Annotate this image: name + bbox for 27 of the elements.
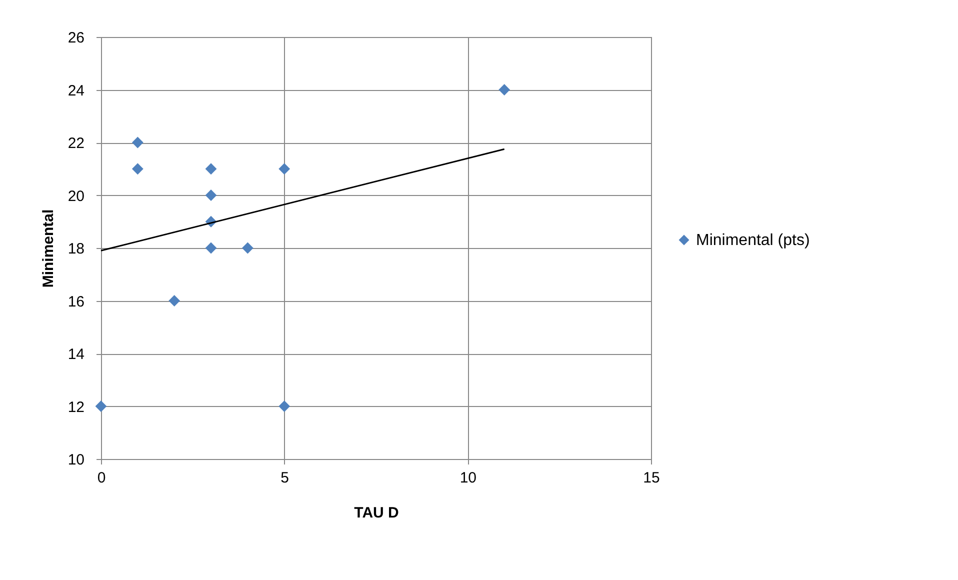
y-tick-label: 10: [68, 452, 84, 468]
x-tick-label: 5: [280, 470, 290, 486]
y-tick-label: 16: [68, 293, 84, 310]
point: [132, 163, 144, 175]
x-tick-label: 0: [97, 470, 106, 486]
point: [498, 84, 510, 96]
point: [278, 163, 290, 175]
x-axis-title: TAU D: [354, 504, 400, 522]
point: [168, 295, 180, 306]
point: [205, 190, 217, 201]
y-tick-label: 14: [68, 346, 84, 363]
legend-label: Minimental (pts): [696, 232, 810, 249]
point: [278, 400, 290, 412]
point: [95, 400, 107, 412]
point: [242, 242, 254, 254]
x-tick-label: 10: [460, 470, 477, 486]
x-tick-label: 15: [643, 470, 660, 486]
point: [205, 163, 217, 175]
point: [132, 136, 144, 148]
y-tick-label: 12: [68, 398, 84, 416]
y-tick-label: 26: [68, 30, 84, 46]
y-tick-label: 24: [68, 82, 84, 100]
point: [205, 242, 217, 254]
y-tick-label: 20: [68, 188, 84, 205]
y-axis-title: Minimental: [40, 209, 57, 288]
y-tick-label: 18: [68, 240, 84, 258]
y-tick-label: 22: [68, 135, 84, 152]
